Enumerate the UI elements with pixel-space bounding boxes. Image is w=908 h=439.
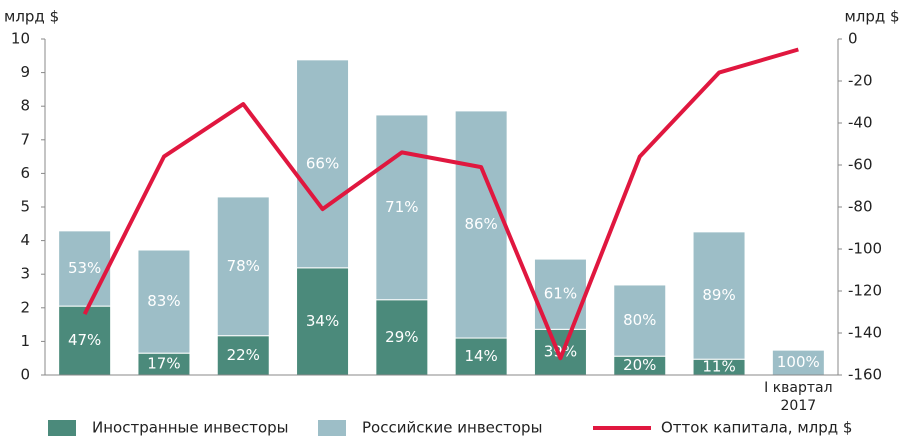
bar-segment bbox=[58, 230, 112, 307]
y-tick-label: 2 bbox=[20, 298, 30, 316]
bar-segment bbox=[375, 299, 429, 376]
y-tick-label: 9 bbox=[20, 63, 30, 81]
y2-tick-label: -160 bbox=[848, 366, 882, 384]
share-label: 80% bbox=[623, 311, 656, 329]
bar-segment bbox=[771, 349, 825, 376]
share-label: 47% bbox=[68, 331, 101, 349]
y2-tick-label: -100 bbox=[848, 240, 882, 258]
y2-tick-label: -140 bbox=[848, 324, 882, 342]
share-label: 86% bbox=[464, 215, 497, 233]
share-label: 39% bbox=[544, 343, 577, 361]
legend-label: Российские инвесторы bbox=[362, 419, 542, 437]
y-tick-label: 5 bbox=[20, 198, 30, 216]
legend-label: Иностранные инвесторы bbox=[92, 419, 289, 437]
share-label: 83% bbox=[147, 292, 180, 310]
bar-segment bbox=[216, 335, 270, 376]
y-tick-label: 6 bbox=[20, 164, 30, 182]
bar-segment bbox=[375, 114, 429, 301]
y2-tick-label: -40 bbox=[848, 114, 873, 132]
y2-tick-label: 0 bbox=[848, 30, 858, 48]
share-label: 22% bbox=[227, 346, 260, 364]
legend-swatch bbox=[318, 420, 346, 436]
y-tick-label: 8 bbox=[20, 97, 30, 115]
y-axis-label: млрд $ bbox=[4, 8, 59, 26]
share-label: 17% bbox=[147, 355, 180, 373]
bar-segment bbox=[216, 196, 270, 337]
share-label: 66% bbox=[306, 154, 339, 172]
share-label: 14% bbox=[464, 347, 497, 365]
x-tick-line: 2017 bbox=[781, 398, 817, 414]
legend-swatch bbox=[48, 420, 76, 436]
share-label: 89% bbox=[702, 286, 735, 304]
y-tick-label: 0 bbox=[20, 366, 30, 384]
share-label: 78% bbox=[227, 257, 260, 275]
y2-tick-label: -60 bbox=[848, 156, 873, 174]
x-tick-line: I квартал bbox=[764, 380, 832, 396]
x-tick-label: I квартал 2017 bbox=[764, 380, 832, 414]
bar-segment bbox=[454, 110, 508, 339]
share-label: 100% bbox=[777, 353, 820, 371]
y2-tick-label: -20 bbox=[848, 72, 873, 90]
y-tick-label: 1 bbox=[20, 332, 30, 350]
y-tick-label: 4 bbox=[20, 231, 30, 249]
bar-segment bbox=[692, 231, 746, 360]
bar-segment bbox=[296, 59, 350, 269]
y-tick-label: 3 bbox=[20, 265, 30, 283]
bar-segment bbox=[613, 284, 667, 357]
share-label: 61% bbox=[544, 285, 577, 303]
share-label: 53% bbox=[68, 259, 101, 277]
y-tick-label: 10 bbox=[11, 30, 30, 48]
y-tick-label: 7 bbox=[20, 130, 30, 148]
share-label: 71% bbox=[385, 198, 418, 216]
y2-tick-label: -120 bbox=[848, 282, 882, 300]
bar-segment bbox=[137, 249, 191, 354]
y2-tick-label: -80 bbox=[848, 198, 873, 216]
line-series bbox=[82, 47, 799, 361]
share-label: 34% bbox=[306, 312, 339, 330]
share-label: 11% bbox=[702, 358, 735, 376]
share-label: 20% bbox=[623, 356, 656, 374]
y2-axis-label: млрд $ bbox=[844, 8, 899, 26]
share-label: 29% bbox=[385, 328, 418, 346]
legend-label: Отток капитала, млрд $ bbox=[661, 419, 852, 437]
